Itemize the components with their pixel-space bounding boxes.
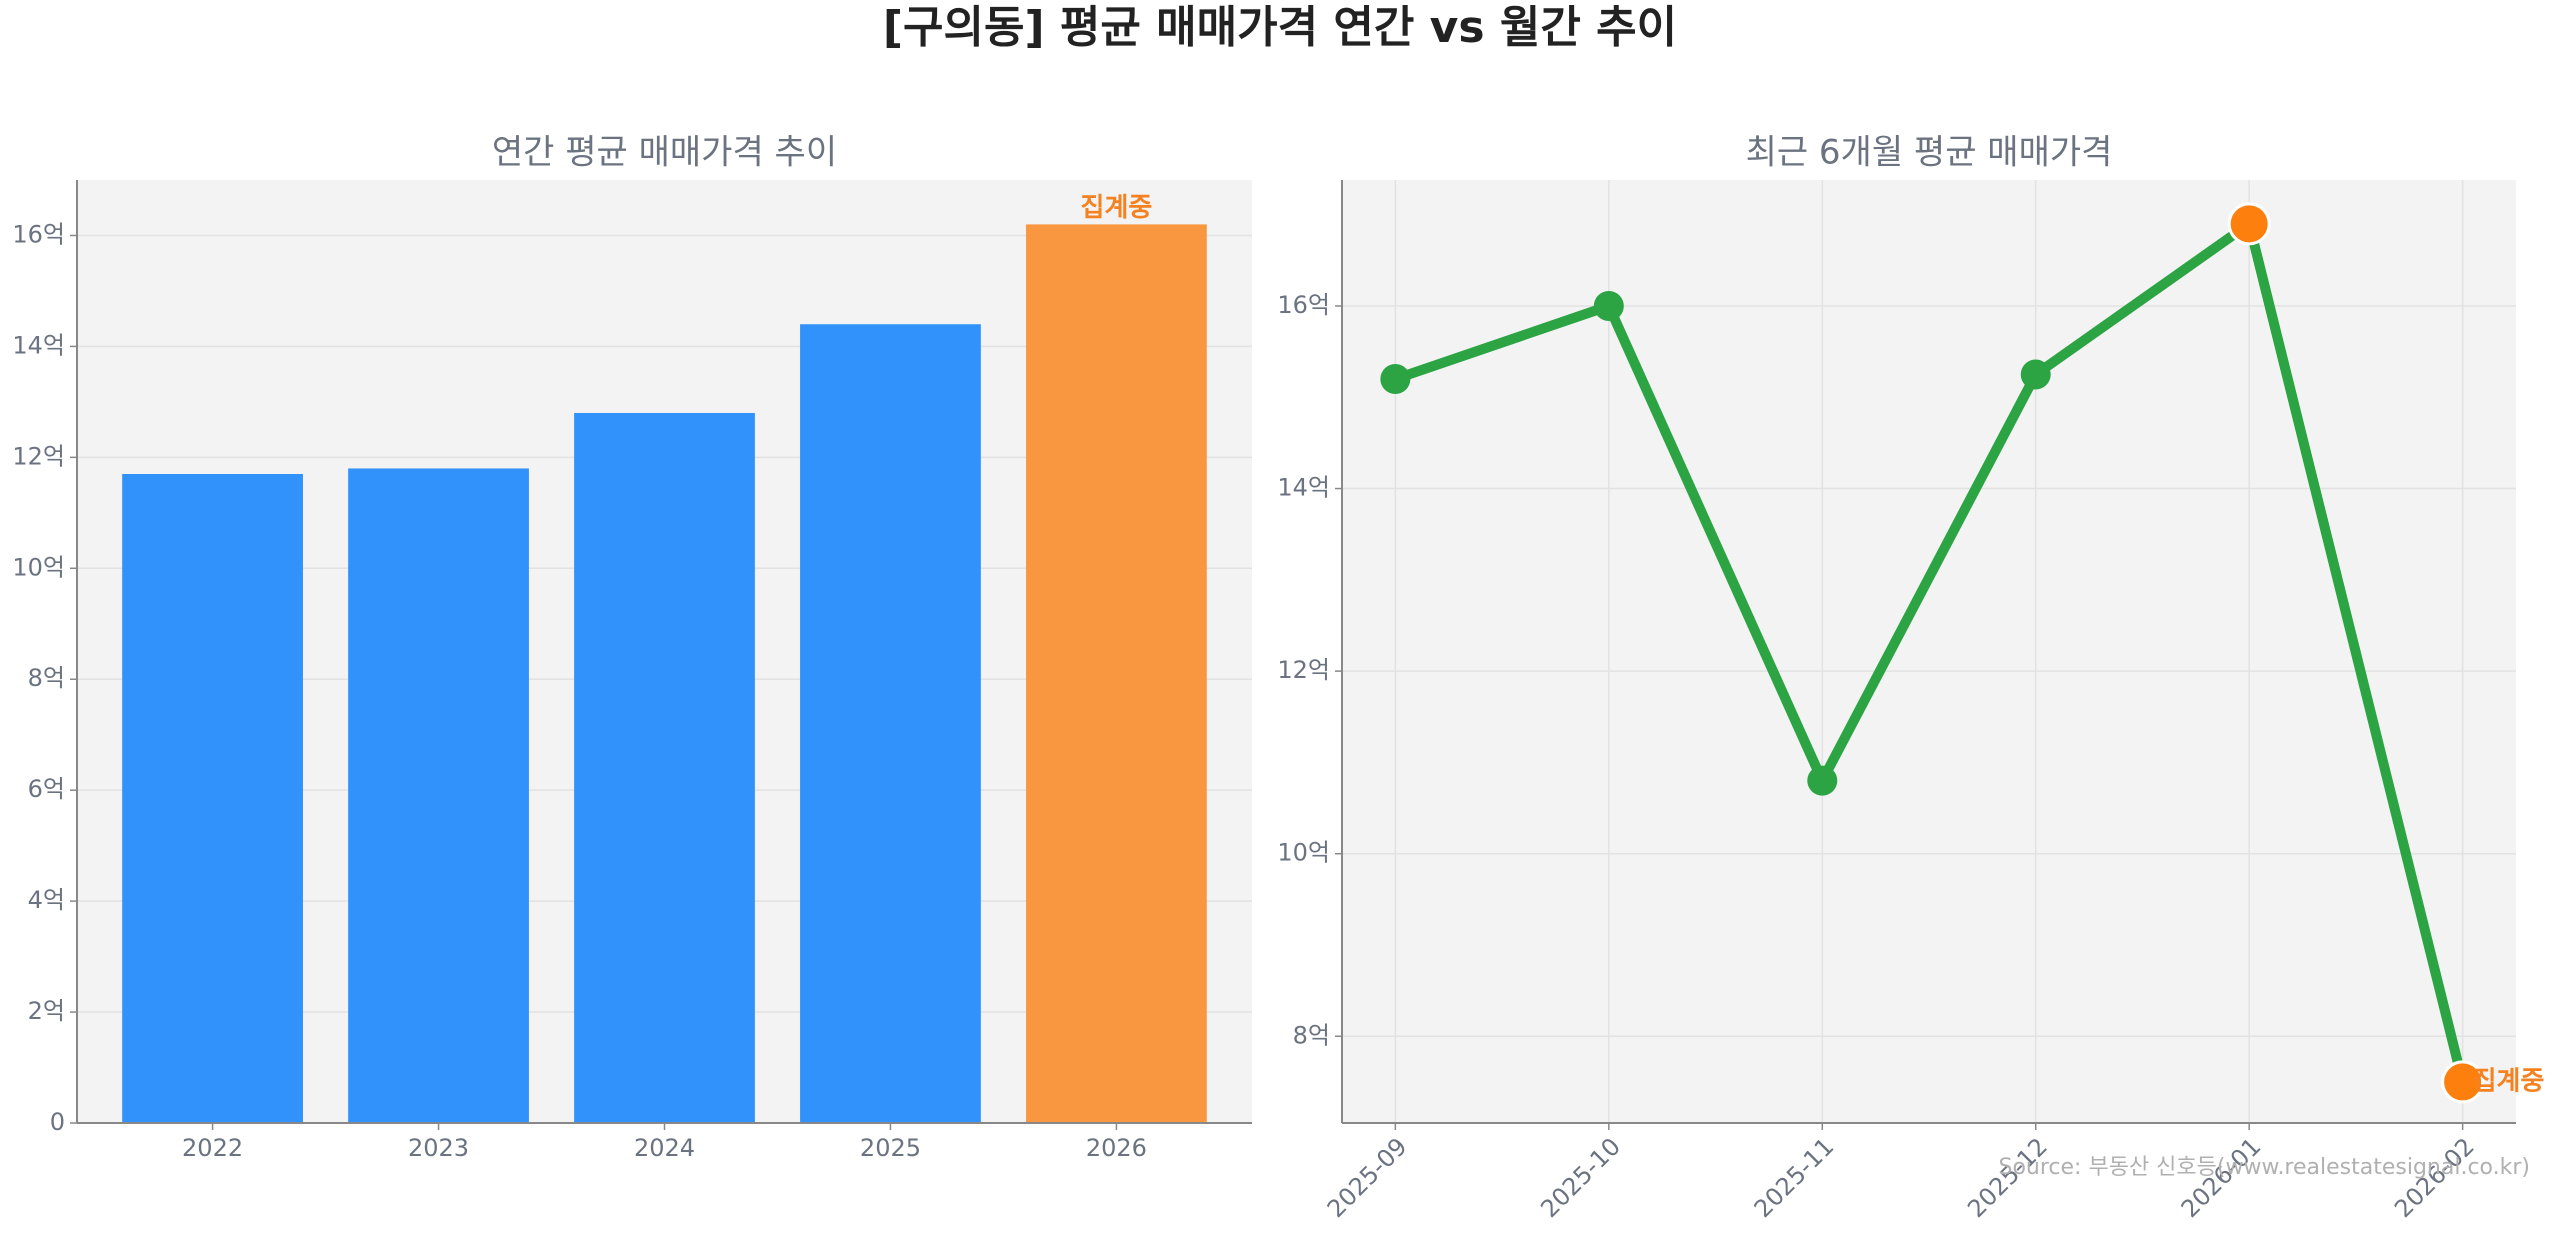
subplot-title: 연간 평균 매매가격 추이 — [492, 133, 837, 173]
bar — [348, 468, 529, 1124]
plot-area — [1342, 180, 2516, 1123]
y-tick-label: 2억 — [28, 997, 65, 1025]
x-tick-label: 2025-10 — [1535, 1132, 1626, 1223]
point — [1807, 765, 1838, 796]
y-tick-label: 16억 — [12, 220, 65, 248]
x-tick-label: 2024 — [634, 1134, 695, 1162]
bar — [1026, 224, 1207, 1123]
y-tick-label: 6억 — [28, 775, 65, 803]
line — [1393, 218, 2468, 1084]
bar — [800, 324, 981, 1124]
annotation: 집계중 — [1081, 193, 1153, 223]
point — [2441, 1060, 2485, 1104]
annotation: 집계중 — [2473, 1066, 2545, 1096]
y-tick-label: 10억 — [12, 553, 65, 581]
bar — [122, 473, 303, 1123]
y-tick-label: 10억 — [1277, 839, 1330, 867]
y-tick-label: 12억 — [1277, 656, 1330, 684]
x-tick-label: 2025 — [860, 1134, 921, 1162]
x-tick-label: 2025-11 — [1749, 1132, 1840, 1223]
y-tick-label: 14억 — [12, 331, 65, 359]
point — [2227, 202, 2271, 246]
point — [1380, 364, 1411, 395]
source-note: Source: 부동산 신호등(www.realestatesignal.co.… — [1999, 1155, 2531, 1180]
x-tick-label: 2025-09 — [1322, 1132, 1413, 1223]
x-tick-label: 2023 — [408, 1134, 469, 1162]
y-tick-label: 12억 — [12, 442, 65, 470]
x-tick-label: 2026 — [1086, 1134, 1147, 1162]
figure-title: [구의동] 평균 매매가격 연간 vs 월간 추이 — [883, 2, 1677, 53]
subplot-title: 최근 6개월 평균 매매가격 — [1746, 133, 2113, 173]
x-tick-label: 2022 — [182, 1134, 243, 1162]
y-tick-label: 8억 — [1293, 1021, 1330, 1049]
y-tick-label: 16억 — [1277, 291, 1330, 319]
y-tick-label: 4억 — [28, 886, 65, 914]
subplot: 연간 평균 매매가격 추이 0 2억 4억 6억 8억 10억 12억 14억 16억 2022 20… — [12, 133, 1252, 1162]
point — [2020, 359, 2051, 390]
point — [1593, 290, 1624, 321]
subplot: 최근 6개월 평균 매매가격 8억 10억 12억 14억 16억 2025-09 2025-… — [1277, 133, 2544, 1224]
y-tick-label: 8억 — [28, 664, 65, 692]
y-tick-label: 0 — [50, 1108, 65, 1136]
bar — [574, 412, 755, 1124]
y-tick-label: 14억 — [1277, 474, 1330, 502]
